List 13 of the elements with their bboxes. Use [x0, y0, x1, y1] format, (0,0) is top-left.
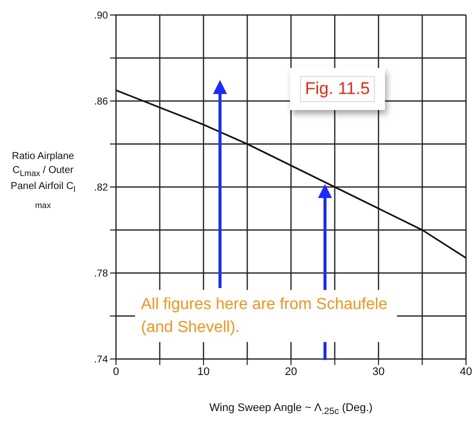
annotation: Fig. 11.5: [300, 76, 375, 102]
y-tick-label: .78: [94, 268, 108, 280]
y-tick-label: .86: [94, 96, 108, 108]
y-tick-label: .74: [94, 354, 108, 366]
x-axis-title: Wing Sweep Angle ~ Λ$_{.25c}$ (Deg.): [208, 402, 374, 416]
annotation: All figures here are from Schaufele (and Shevell).: [135, 290, 397, 342]
x-tick-label: 40: [460, 366, 472, 378]
x-tick-label: 10: [197, 366, 210, 378]
x-tick-label: 30: [372, 366, 385, 378]
x-tick-label: 20: [284, 366, 298, 378]
y-tick-label: .82: [94, 182, 108, 194]
y-tick-label: .90: [94, 10, 108, 22]
x-tick-label: 0: [112, 366, 120, 378]
